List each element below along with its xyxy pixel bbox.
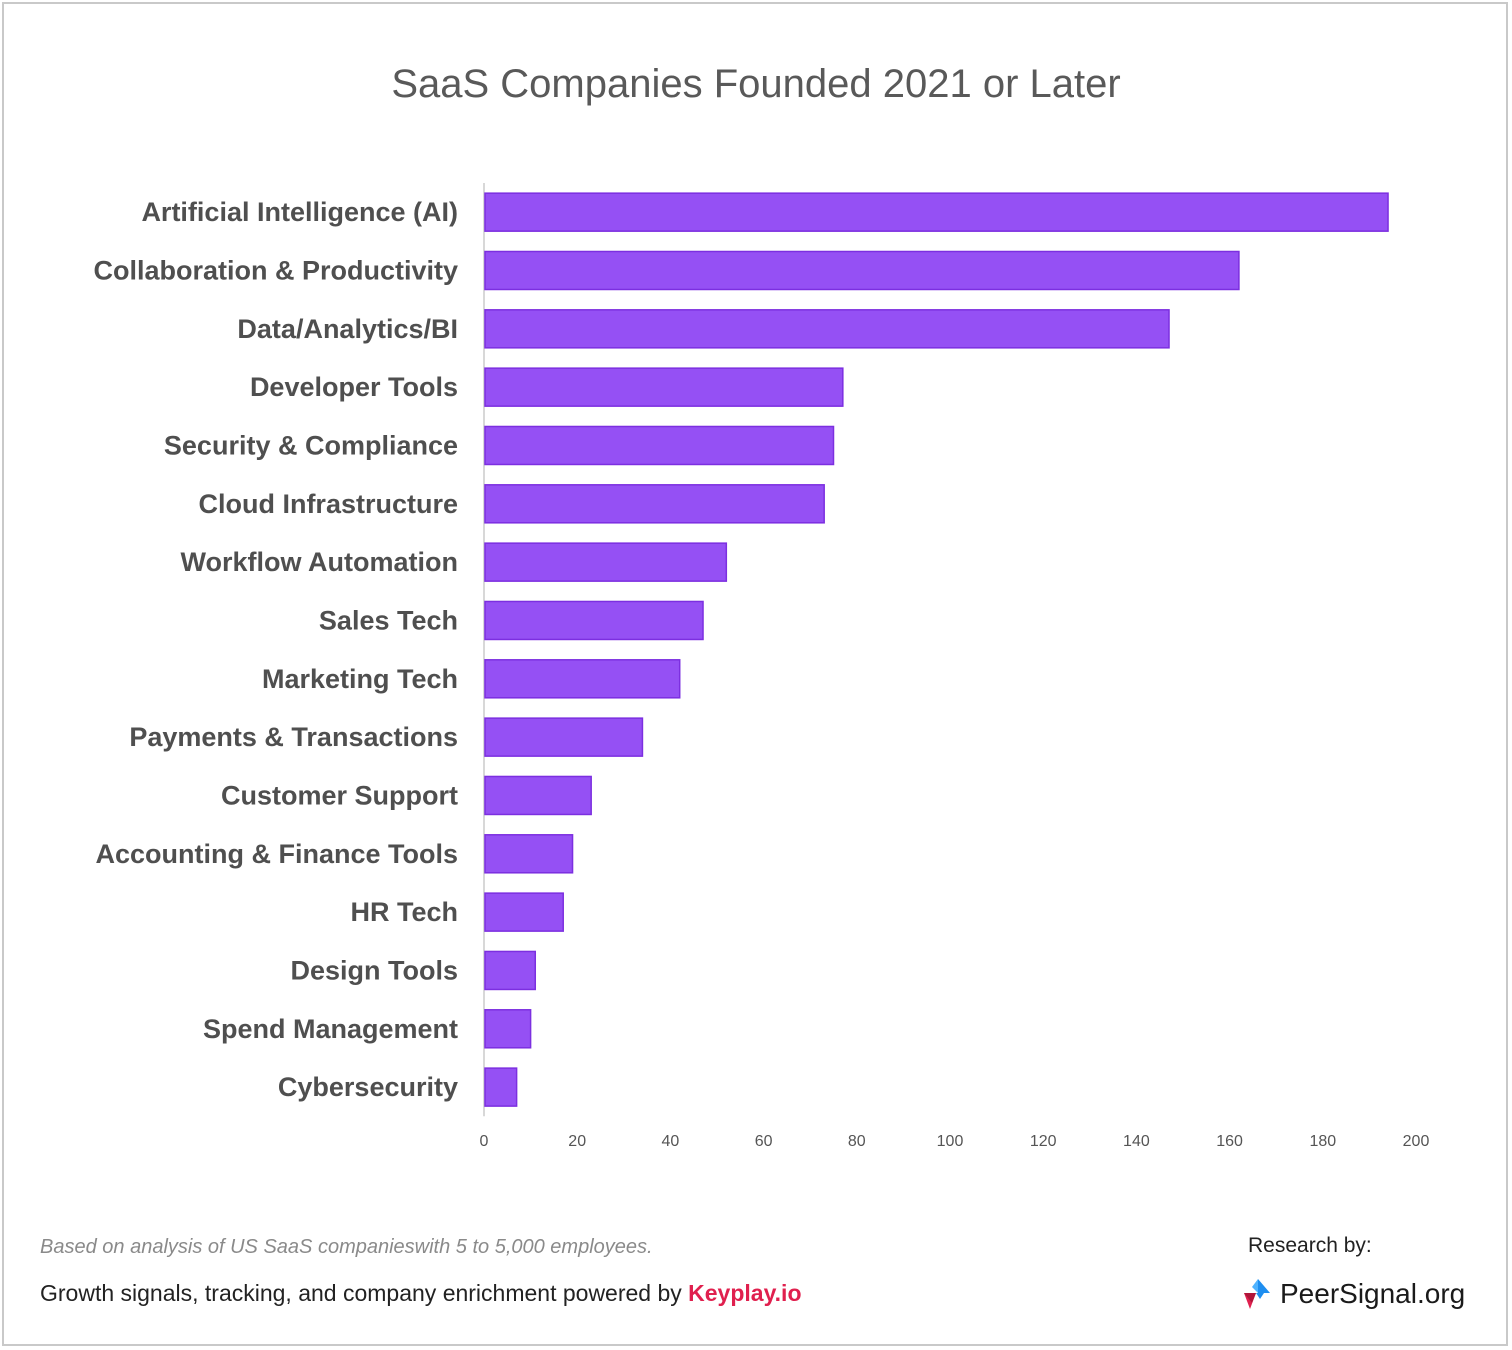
bar — [484, 1009, 532, 1049]
bar — [484, 192, 1389, 232]
bar-chart: Artificial Intelligence (AI) Collaboratio… — [93, 183, 1430, 1150]
x-tick-label: 120 — [1030, 1133, 1057, 1150]
x-tick-label: 140 — [1123, 1133, 1150, 1150]
x-tick-label: 100 — [937, 1133, 964, 1150]
category-label: Data/Analytics/BI — [237, 314, 458, 344]
bar — [484, 367, 844, 407]
x-tick-label: 40 — [662, 1133, 680, 1150]
bar — [484, 950, 537, 991]
category-label: Sales Tech — [319, 605, 458, 635]
peersignal-logo-text: PeerSignal.org — [1280, 1278, 1466, 1309]
bar — [484, 834, 574, 874]
peersignal-logo[interactable]: PeerSignal.org — [1242, 1274, 1465, 1314]
bar — [484, 892, 564, 932]
x-tick-labels-group: 0 20 40 60 80 100 120 140 160 180 200 — [480, 1133, 1430, 1150]
bar — [484, 1067, 518, 1107]
bar — [484, 717, 644, 757]
category-label: Payments & Transactions — [129, 722, 458, 752]
bar — [484, 659, 681, 699]
x-tick-label: 20 — [568, 1133, 586, 1150]
category-label: Workflow Automation — [181, 547, 458, 577]
bar — [484, 775, 592, 816]
category-label: Accounting & Finance Tools — [95, 839, 458, 869]
methodology-note: Based on analysis of US SaaS companieswi… — [40, 1236, 653, 1258]
bar — [484, 600, 704, 641]
research-by-label: Research by: — [1248, 1234, 1372, 1257]
bar — [484, 484, 825, 524]
category-label: Cybersecurity — [278, 1072, 458, 1102]
category-label: Customer Support — [221, 780, 458, 810]
category-label: Security & Compliance — [164, 430, 458, 460]
x-tick-label: 60 — [755, 1133, 773, 1150]
x-tick-label: 180 — [1309, 1133, 1336, 1150]
bar — [484, 309, 1170, 349]
bar — [484, 542, 728, 582]
bar — [484, 425, 835, 466]
category-label: Collaboration & Productivity — [93, 255, 458, 285]
x-tick-label: 0 — [480, 1133, 489, 1150]
bars-group — [484, 192, 1389, 1107]
powered-by-text: Growth signals, tracking, and company en… — [40, 1280, 682, 1306]
chart-title: SaaS Companies Founded 2021 or Later — [391, 62, 1121, 106]
category-label: Cloud Infrastructure — [198, 489, 458, 519]
powered-by-line: Growth signals, tracking, and company en… — [40, 1280, 802, 1307]
peersignal-logo-icon — [1244, 1279, 1270, 1309]
category-label: Marketing Tech — [262, 664, 458, 694]
x-tick-label: 200 — [1403, 1133, 1430, 1150]
category-label: Artificial Intelligence (AI) — [141, 197, 458, 227]
x-tick-label: 160 — [1216, 1133, 1243, 1150]
category-label: Spend Management — [203, 1014, 458, 1044]
x-tick-label: 80 — [848, 1133, 866, 1150]
bar — [484, 250, 1240, 291]
category-label: HR Tech — [350, 897, 458, 927]
category-label: Design Tools — [290, 955, 458, 985]
keyplay-link[interactable]: Keyplay.io — [688, 1280, 802, 1306]
category-label: Developer Tools — [250, 372, 458, 402]
category-labels-group: Artificial Intelligence (AI) Collaboratio… — [93, 197, 458, 1102]
